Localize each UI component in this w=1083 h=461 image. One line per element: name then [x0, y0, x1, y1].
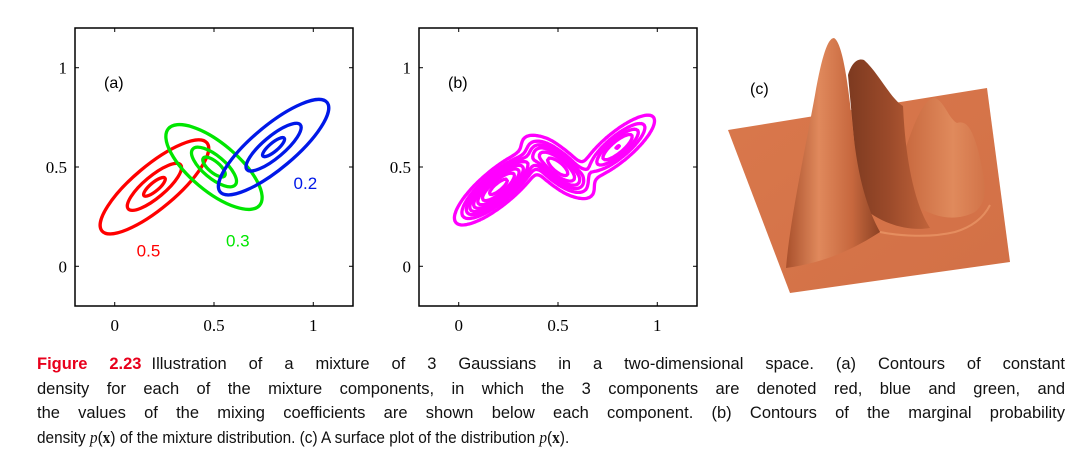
x-tick-label: 1	[309, 316, 318, 335]
x-tick-label: 1	[653, 316, 662, 335]
contour-red	[141, 175, 167, 198]
caption-text: ).	[559, 428, 570, 447]
plot-b: 0 0.5 1 0 0.5 1 (b)	[390, 27, 698, 335]
mixture-contour	[487, 177, 509, 197]
contour-blue	[260, 135, 287, 159]
x-tick-label: 0	[454, 316, 463, 335]
axes-frame	[418, 27, 698, 307]
caption-text: ) of the mixture distribution. (c) A sur…	[110, 428, 540, 447]
figure-label: Figure 2.23	[37, 355, 142, 373]
axes-frame	[74, 27, 354, 307]
math-p: p	[89, 427, 98, 447]
contour-green	[164, 122, 264, 212]
contour-red	[98, 138, 211, 236]
contour-green	[189, 145, 239, 189]
caption-line-4: density p(x) of the mixture distribution…	[37, 426, 993, 451]
surface-valley-shadow	[879, 204, 991, 237]
caption-line-3: the values of the mixing coefficients ar…	[37, 404, 1065, 422]
caption-text: density	[37, 428, 90, 447]
y-tick-label: 0.5	[390, 158, 411, 177]
caption-line-2: density for each of the mixture componen…	[37, 379, 1065, 398]
y-tick-label: 0	[59, 257, 68, 276]
x-tick-label: 0.5	[203, 316, 224, 335]
surface-ridge-right	[905, 97, 985, 218]
mixture-contour	[480, 171, 517, 203]
math-paren: (	[547, 428, 553, 447]
plot-c-surface: (c)	[728, 38, 1010, 293]
y-tick-label: 1	[59, 59, 68, 78]
mixture-contour	[452, 113, 657, 227]
y-tick-label: 0	[403, 257, 412, 276]
mixture-contour	[476, 156, 570, 207]
math-paren: (	[97, 428, 103, 447]
math-p: p	[539, 427, 548, 447]
caption-text: Illustration of a mixture of 3 Gaussians…	[151, 355, 1065, 373]
caption-line-1: Figure 2.23 Illustration of a mixture of …	[37, 352, 1065, 377]
y-tick-label: 0.5	[46, 158, 67, 177]
contour-blue	[216, 97, 331, 197]
contour-green	[201, 155, 227, 179]
math-x: x	[102, 427, 111, 447]
mixture-contour	[460, 121, 647, 221]
x-tick-label: 0	[110, 316, 119, 335]
x-tick-label: 0.5	[547, 316, 568, 335]
surface-peak-middle	[848, 59, 930, 229]
weight-label-red: 0.5	[137, 241, 161, 260]
math-x: x	[552, 427, 560, 447]
panel-label-c: (c)	[750, 81, 769, 98]
surface-peak-tallest	[786, 38, 880, 268]
weight-label-green: 0.3	[226, 231, 250, 250]
contour-blue	[244, 121, 303, 173]
weight-label-blue: 0.2	[294, 174, 318, 193]
figure-caption: Figure 2.23 Illustration of a mixture of …	[37, 352, 1065, 450]
panel-label: (a)	[104, 75, 124, 92]
panel-label: (b)	[448, 75, 468, 92]
plot-a: 0 0.5 1 0 0.5 1 (a) 0.5 0.3 0.2	[46, 27, 354, 335]
y-tick-label: 1	[403, 59, 412, 78]
